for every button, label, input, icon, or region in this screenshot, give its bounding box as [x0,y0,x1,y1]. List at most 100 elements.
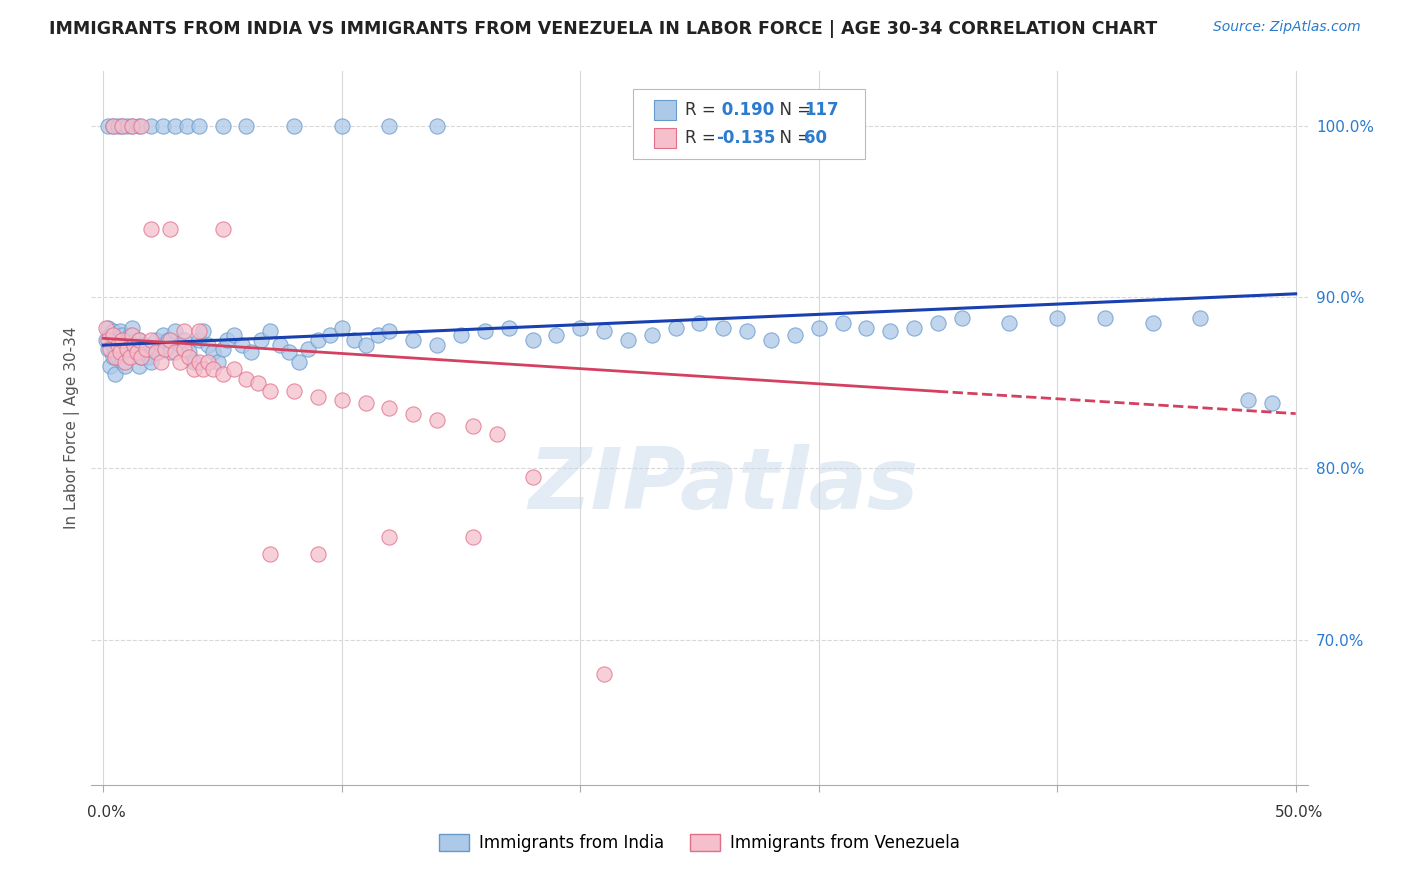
Point [231,338,253,352]
Point [107,333,129,347]
Point [224,362,246,376]
Point [100,359,122,373]
Point [114,355,136,369]
Point [104,345,127,359]
Text: 0.190: 0.190 [716,101,773,119]
Point [307,333,329,347]
Point [522,333,544,347]
Point [235,372,257,386]
Point [128,359,150,373]
Point [224,327,246,342]
Text: N =: N = [769,101,817,119]
Point [569,321,592,335]
Point [108,345,131,359]
Point [94,321,117,335]
Point [176,119,198,133]
Point [259,384,281,399]
Point [288,355,311,369]
Point [101,338,124,352]
Point [173,325,195,339]
Point [197,355,219,369]
Point [378,530,401,544]
Point [879,325,901,339]
Point [259,325,281,339]
Point [169,338,191,352]
Point [121,119,143,133]
Point [173,333,195,347]
Point [201,362,224,376]
Point [104,350,127,364]
Point [138,350,160,364]
Point [139,221,162,235]
Point [319,327,342,342]
Point [132,338,155,352]
Point [111,327,134,342]
Point [111,119,134,133]
Point [617,333,640,347]
Point [201,345,224,359]
Point [124,338,146,352]
Point [111,355,134,369]
Point [131,350,153,364]
Text: -0.135: -0.135 [716,129,775,147]
Point [145,333,167,347]
Point [402,333,425,347]
Point [179,345,201,359]
Point [118,350,141,364]
Point [100,342,122,356]
Y-axis label: In Labor Force | Age 30-34: In Labor Force | Age 30-34 [65,326,80,530]
Point [249,333,271,347]
Point [183,355,205,369]
Point [330,321,353,335]
Point [297,342,319,356]
Point [125,345,148,359]
Point [807,321,830,335]
Point [378,119,401,133]
Point [101,119,124,133]
Point [211,119,233,133]
Point [139,119,162,133]
Point [546,327,568,342]
Point [950,310,973,325]
Point [998,316,1021,330]
Point [903,321,925,335]
Point [211,221,233,235]
Point [187,333,209,347]
Point [121,327,143,342]
Point [139,333,162,347]
Point [155,342,177,356]
Point [159,333,181,347]
Point [247,376,270,390]
Point [498,321,520,335]
Point [104,368,127,382]
Point [179,350,201,364]
Point [330,392,353,407]
Point [152,327,174,342]
Point [330,119,353,133]
Point [307,547,329,561]
Point [354,396,377,410]
Point [124,338,146,352]
Point [149,338,172,352]
Point [665,321,688,335]
Point [115,333,138,347]
Text: 60: 60 [804,129,827,147]
Point [108,342,131,356]
Point [211,368,233,382]
Point [121,119,143,133]
Point [115,345,138,359]
Point [163,119,186,133]
Point [101,350,124,364]
Point [163,325,186,339]
Point [485,427,508,442]
Point [107,119,129,133]
Point [114,338,136,352]
Point [183,362,205,376]
Point [354,338,377,352]
Point [169,355,191,369]
Point [450,327,472,342]
Point [855,321,877,335]
Point [1142,316,1164,330]
Point [101,119,124,133]
Point [159,221,181,235]
